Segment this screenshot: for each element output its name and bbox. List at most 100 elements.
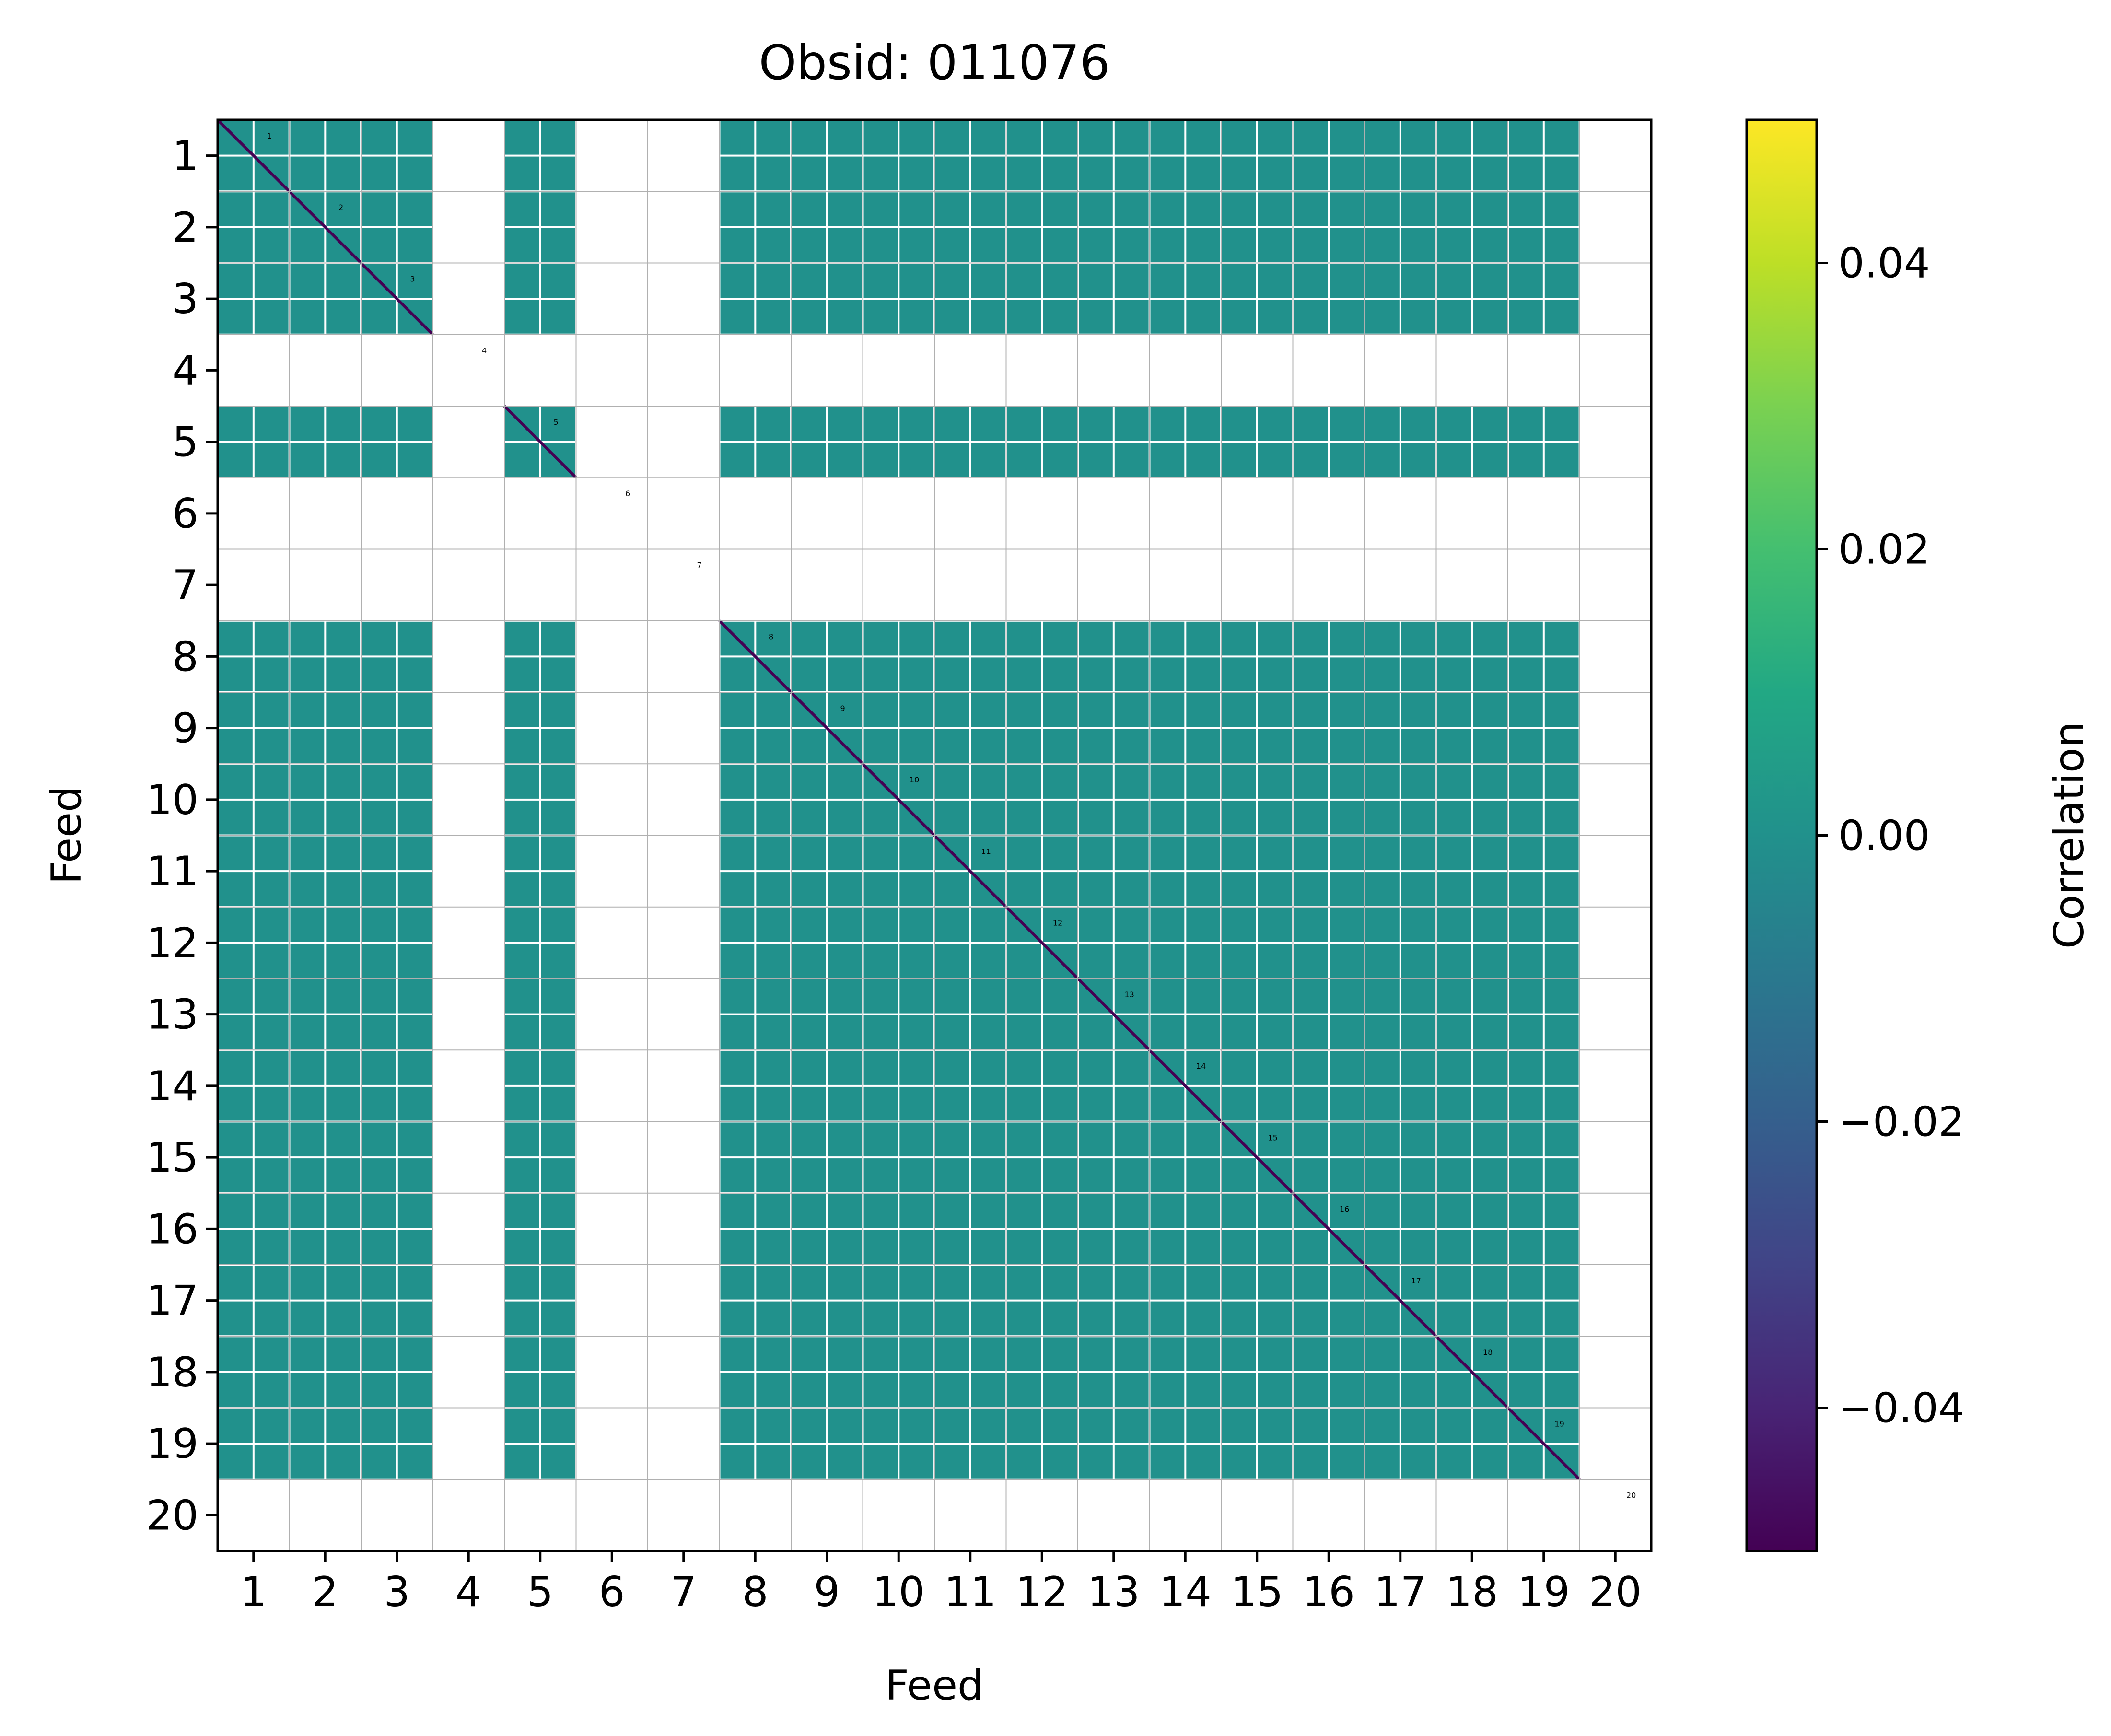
- heatmap-cell-11-13: [1079, 872, 1113, 906]
- heatmap-cell-2-12: [1007, 228, 1041, 262]
- heatmap-cell-15-3: [362, 1158, 396, 1192]
- heatmap-cell-18-2: [290, 1337, 325, 1371]
- heatmap-cell-10-3: [397, 800, 432, 835]
- heatmap-cell-8-8: [720, 657, 755, 691]
- heatmap-cell-3-2: [326, 264, 361, 298]
- heatmap-cell-14-10: [863, 1051, 898, 1085]
- heatmap-cell-19-5: [505, 1409, 539, 1443]
- heatmap-cell-16-18: [1437, 1230, 1471, 1264]
- heatmap-cell-12-15: [1222, 944, 1256, 978]
- heatmap-cell-5-16: [1294, 407, 1328, 441]
- heatmap-cell-2-10: [899, 228, 934, 262]
- heatmap-cell-11-19: [1509, 872, 1543, 906]
- heatmap-cell-1-10: [899, 121, 934, 155]
- heatmap-cell-12-13: [1114, 908, 1149, 942]
- heatmap-cell-10-14: [1150, 765, 1185, 799]
- heatmap-cell-17-12: [1043, 1266, 1077, 1300]
- heatmap-cell-11-15: [1222, 836, 1256, 871]
- heatmap-cell-15-8: [720, 1158, 755, 1192]
- heatmap-cell-14-18: [1473, 1086, 1507, 1121]
- heatmap-cell-17-12: [1043, 1301, 1077, 1336]
- heatmap-cell-15-5: [541, 1158, 575, 1192]
- heatmap-cell-8-13: [1079, 621, 1113, 656]
- heatmap-cell-1-9: [828, 156, 862, 191]
- heatmap-cell-9-18: [1473, 693, 1507, 727]
- heatmap-cell-15-18: [1437, 1122, 1471, 1157]
- heatmap-cell-15-2: [326, 1158, 361, 1192]
- heatmap-cell-5-9: [828, 443, 862, 477]
- heatmap-cell-2-9: [792, 228, 826, 262]
- heatmap-cell-12-19: [1509, 944, 1543, 978]
- heatmap-cell-16-19: [1544, 1194, 1579, 1228]
- heatmap-cell-10-3: [362, 765, 396, 799]
- heatmap-cell-16-15: [1258, 1230, 1292, 1264]
- heatmap-cell-19-3: [362, 1445, 396, 1479]
- heatmap-cell-8-17: [1365, 657, 1400, 691]
- heatmap-cell-17-1: [254, 1266, 289, 1300]
- heatmap-cell-1-16: [1294, 121, 1328, 155]
- heatmap-cell-14-11: [971, 1051, 1005, 1085]
- heatmap-cell-18-5: [541, 1373, 575, 1407]
- heatmap-cell-19-8: [756, 1445, 791, 1479]
- heatmap-cell-10-12: [1007, 800, 1041, 835]
- heatmap-cell-5-16: [1294, 443, 1328, 477]
- heatmap-cell-19-11: [971, 1409, 1005, 1443]
- heatmap-cell-14-11: [935, 1051, 969, 1085]
- heatmap-cell-18-12: [1007, 1337, 1041, 1371]
- x-axis-label: Feed: [885, 1662, 983, 1710]
- diagonal-segment-8: [718, 619, 793, 694]
- heatmap-cell-15-2: [290, 1158, 325, 1192]
- heatmap-cell-15-18: [1473, 1158, 1507, 1192]
- heatmap-cell-18-8: [720, 1337, 755, 1371]
- heatmap-cell-15-13: [1114, 1158, 1149, 1192]
- heatmap-cell-18-17: [1365, 1373, 1400, 1407]
- heatmap-cell-11-15: [1258, 836, 1292, 871]
- heatmap-cell-12-15: [1222, 908, 1256, 942]
- heatmap-cell-12-18: [1437, 908, 1471, 942]
- heatmap-cell-19-10: [863, 1445, 898, 1479]
- heatmap-cell-12-11: [971, 944, 1005, 978]
- heatmap-cell-18-13: [1114, 1373, 1149, 1407]
- heatmap-cell-13-10: [899, 1015, 934, 1049]
- heatmap-cell-2-12: [1007, 192, 1041, 226]
- heatmap-cell-17-9: [792, 1266, 826, 1300]
- y-tick-label: 7: [172, 561, 198, 609]
- heatmap-cell-8-12: [1043, 621, 1077, 656]
- heatmap-cell-19-16: [1330, 1445, 1364, 1479]
- heatmap-cell-11-12: [1043, 836, 1077, 871]
- heatmap-cell-17-10: [863, 1301, 898, 1336]
- heatmap-cell-15-10: [899, 1158, 934, 1192]
- heatmap-cell-17-14: [1186, 1301, 1221, 1336]
- heatmap-cell-8-17: [1401, 621, 1435, 656]
- heatmap-cell-18-12: [1043, 1337, 1077, 1371]
- heatmap-cell-10-2: [326, 765, 361, 799]
- heatmap-cell-9-19: [1544, 693, 1579, 727]
- heatmap-cell-19-3: [362, 1409, 396, 1443]
- heatmap-cell-1-1: [219, 156, 253, 191]
- heatmap-cell-13-9: [828, 1015, 862, 1049]
- heatmap-cell-10-13: [1114, 765, 1149, 799]
- heatmap-cell-2-18: [1473, 228, 1507, 262]
- heatmap-cell-18-9: [828, 1337, 862, 1371]
- heatmap-cell-13-3: [397, 1015, 432, 1049]
- heatmap-cell-14-18: [1437, 1086, 1471, 1121]
- heatmap-cell-1-12: [1007, 121, 1041, 155]
- heatmap-cell-17-15: [1222, 1266, 1256, 1300]
- heatmap-cell-2-8: [756, 192, 791, 226]
- heatmap-cell-16-19: [1509, 1230, 1543, 1264]
- heatmap-cell-12-2: [326, 908, 361, 942]
- heatmap-cell-8-19: [1544, 657, 1579, 691]
- heatmap-cell-10-15: [1222, 800, 1256, 835]
- heatmap-cell-10-5: [505, 800, 539, 835]
- heatmap-cell-13-12: [1007, 979, 1041, 1014]
- heatmap-cell-12-3: [397, 944, 432, 978]
- heatmap-cell-3-19: [1544, 300, 1579, 334]
- heatmap-cell-10-18: [1473, 800, 1507, 835]
- heatmap-cell-14-5: [541, 1086, 575, 1121]
- heatmap-cell-14-9: [828, 1086, 862, 1121]
- heatmap-cell-5-17: [1365, 443, 1400, 477]
- heatmap-cell-2-10: [899, 192, 934, 226]
- heatmap-cell-11-9: [792, 836, 826, 871]
- heatmap-cell-2-11: [935, 192, 969, 226]
- heatmap-cell-13-2: [326, 1015, 361, 1049]
